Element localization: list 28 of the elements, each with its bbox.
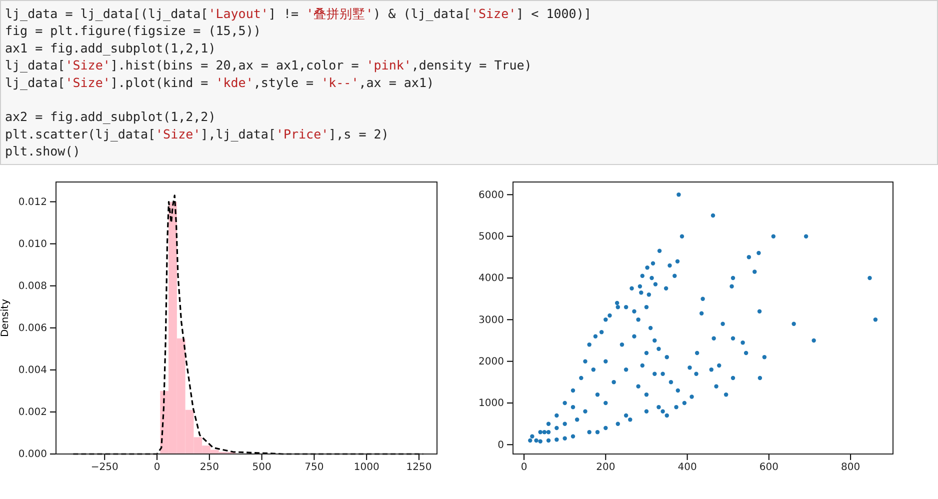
x-tick-label: 800 (841, 462, 860, 474)
y-tick-label: 2000 (478, 356, 504, 368)
x-tick-label: −250 (90, 462, 118, 474)
y-tick-label: 0.010 (18, 239, 47, 250)
y-tick-label: 0.000 (18, 449, 47, 460)
x-tick-label: 200 (596, 462, 616, 474)
x-tick-label: 600 (759, 462, 778, 474)
y-tick-label: 0 (498, 440, 504, 451)
x-tick-label: 250 (200, 462, 219, 474)
y-tick-label: 0.012 (18, 196, 47, 208)
y-tick-label: 0.002 (18, 407, 47, 418)
y-axis-title: Density (0, 298, 11, 338)
text: lj_data = lj_data[(lj_data['Layout'] != '叠拼别墅') & (lj_data['Size'] < 1000)] fig = plt.figure(figsize = (15,5)) ax1 = fig.add_subplot(1,2,1) lj_data['Size'].hist(bins = 20,ax = ax1,color = 'pink',density = True) lj_data['Size'].plot(kind = 'kde',style = 'k--',ax = ax1) ax2 = fig.add_subplot(1,2,2) plt.scatter(lj_data['Size'],lj_data['Price'],s = 2) plt.show() (5, 6, 592, 159)
y-tick-label: 0.008 (18, 281, 47, 292)
y-tick-label: 0.004 (18, 365, 47, 376)
x-tick-label: 750 (304, 462, 324, 474)
x-tick-label: 0 (520, 462, 528, 474)
y-tick-label: 0.006 (18, 323, 47, 334)
x-tick-label: 500 (252, 462, 272, 474)
x-tick-label: 1250 (406, 462, 432, 474)
y-tick-label: 1000 (478, 398, 504, 410)
y-tick-label: 5000 (478, 232, 504, 243)
x-tick-label: 1000 (354, 462, 380, 474)
x-tick-label: 400 (678, 462, 697, 474)
y-tick-label: 3000 (478, 314, 504, 326)
y-tick-label: 4000 (478, 273, 504, 284)
y-tick-label: 6000 (478, 190, 504, 201)
x-tick-label: 0 (154, 462, 160, 474)
